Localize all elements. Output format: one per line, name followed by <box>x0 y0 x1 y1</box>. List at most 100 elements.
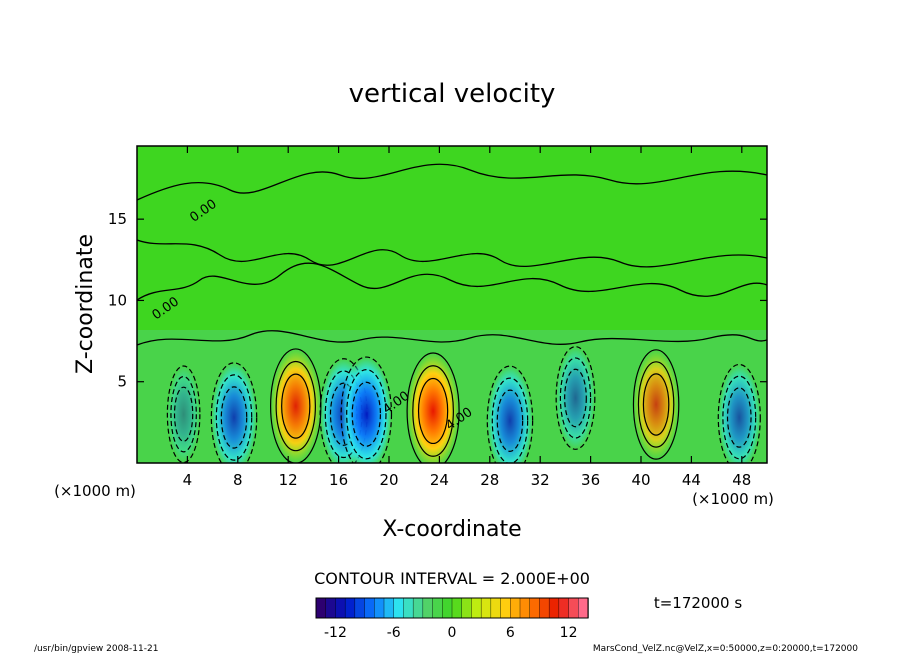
y-tick-label: 5 <box>117 373 127 391</box>
cell-contour <box>555 346 596 450</box>
colorbar-ticks: -12 -6 0 6 12 <box>324 625 577 641</box>
cell-contour <box>406 352 460 463</box>
velocity-cell <box>210 362 258 463</box>
cell-contour <box>275 360 316 452</box>
y-tick-label: 15 <box>108 210 127 228</box>
cell-contour <box>637 361 675 448</box>
cell-contour <box>559 357 592 439</box>
x-tick-label: 8 <box>233 471 243 489</box>
colorbar-segment <box>461 597 473 619</box>
velocity-cell-fill <box>718 364 761 463</box>
x-tick-label: 20 <box>379 471 398 489</box>
velocity-cell <box>632 349 680 460</box>
velocity-cells <box>166 346 761 463</box>
colorbar-segment <box>383 597 395 619</box>
colorbar-segment <box>578 597 589 619</box>
velocity-cell-fill <box>633 349 679 460</box>
y-axis-label: Z-coordinate <box>73 234 98 374</box>
x-tick-label: 24 <box>430 471 449 489</box>
cell-contour <box>166 365 201 463</box>
colorbar-tick-label: -6 <box>387 625 401 641</box>
velocity-cell-fill <box>556 346 595 450</box>
velocity-cell <box>717 363 761 463</box>
cell-contour <box>215 374 253 461</box>
velocity-cell-fill <box>270 348 321 463</box>
cell-contour <box>486 365 534 463</box>
colorbar-frame <box>315 597 589 619</box>
colorbar-segment <box>325 597 337 619</box>
colorbar-segment <box>354 597 366 619</box>
colorbar-segment <box>490 597 502 619</box>
contour-lines <box>137 163 767 346</box>
colorbar-segment <box>393 597 405 619</box>
colorbar-segment <box>335 597 346 619</box>
cell-contour <box>281 373 311 439</box>
cell-contour <box>340 356 393 463</box>
cell-contour <box>220 386 248 449</box>
cell-contour <box>496 389 524 452</box>
cell-contour <box>173 386 194 442</box>
x-tick-label: 4 <box>183 471 193 489</box>
x-tick-label: 12 <box>279 471 298 489</box>
colorbar-segment <box>471 597 482 619</box>
y-axis-unit: (×1000 m) <box>54 482 136 500</box>
cell-contour <box>726 387 752 448</box>
contour-line <box>137 330 767 346</box>
y-tick-label: 10 <box>108 291 127 309</box>
colorbar-segment <box>548 597 560 619</box>
velocity-cell <box>270 348 322 463</box>
colorbar-segment <box>568 597 579 619</box>
contour-line <box>137 262 767 301</box>
colorbar-segment <box>539 597 550 619</box>
x-tick-label: 32 <box>531 471 550 489</box>
velocity-cell <box>406 352 460 463</box>
colorbar-segment <box>558 597 570 619</box>
colorbar-segment <box>519 597 531 619</box>
x-axis-label: X-coordinate <box>382 517 521 542</box>
x-tick-label: 48 <box>732 471 751 489</box>
footer-left: /usr/bin/gpview 2008-11-21 <box>34 644 158 654</box>
colorbar-segment <box>442 597 453 619</box>
velocity-cell-fill <box>487 366 533 463</box>
colorbar-segment <box>510 597 521 619</box>
contour-interval-text: CONTOUR INTERVAL = 2.000E+00 <box>314 569 590 588</box>
colorbar-segment <box>344 597 356 619</box>
colorbar <box>315 597 589 619</box>
cell-contour <box>564 368 587 428</box>
cell-contour <box>412 365 454 457</box>
cell-contour <box>632 349 680 460</box>
footer-right: MarsCond_VelZ.nc@VelZ,x=0:50000,z=0:2000… <box>593 644 858 654</box>
velocity-cell-fill <box>407 352 460 463</box>
colorbar-segment <box>500 597 511 619</box>
colorbar-segment <box>480 597 492 619</box>
x-axis-unit: (×1000 m) <box>692 490 774 508</box>
velocity-cell <box>486 365 534 463</box>
contour-line <box>137 239 767 268</box>
x-tick-label: 40 <box>631 471 650 489</box>
x-tick-label: 16 <box>329 471 348 489</box>
plot-frame <box>136 145 768 464</box>
colorbar-tick-label: 6 <box>506 625 515 641</box>
colorbar-segment <box>412 597 424 619</box>
colorbar-tick-label: 12 <box>560 625 578 641</box>
velocity-cell <box>340 356 393 463</box>
x-axis-ticks: 4 8 12 16 20 24 28 32 36 40 44 48 <box>183 146 751 489</box>
velocity-cell <box>555 346 596 450</box>
cell-contour <box>170 375 197 453</box>
velocity-cell-fill <box>167 365 200 463</box>
colorbar-segment <box>364 597 375 619</box>
cell-contour <box>346 369 387 460</box>
time-text: t=172000 s <box>654 594 742 612</box>
cell-contour <box>491 377 529 463</box>
colorbar-segment <box>422 597 434 619</box>
plot-area: 0.000.004.004.00 <box>137 146 767 463</box>
y-axis-ticks: 5 10 15 <box>108 210 767 391</box>
velocity-cell-fill <box>341 357 392 463</box>
colorbar-tick-label: 0 <box>448 625 457 641</box>
x-tick-label: 36 <box>581 471 600 489</box>
x-tick-label: 28 <box>480 471 499 489</box>
colorbar-segment <box>374 597 385 619</box>
colorbar-tick-label: -12 <box>324 625 347 641</box>
velocity-cell-fill <box>211 362 257 463</box>
